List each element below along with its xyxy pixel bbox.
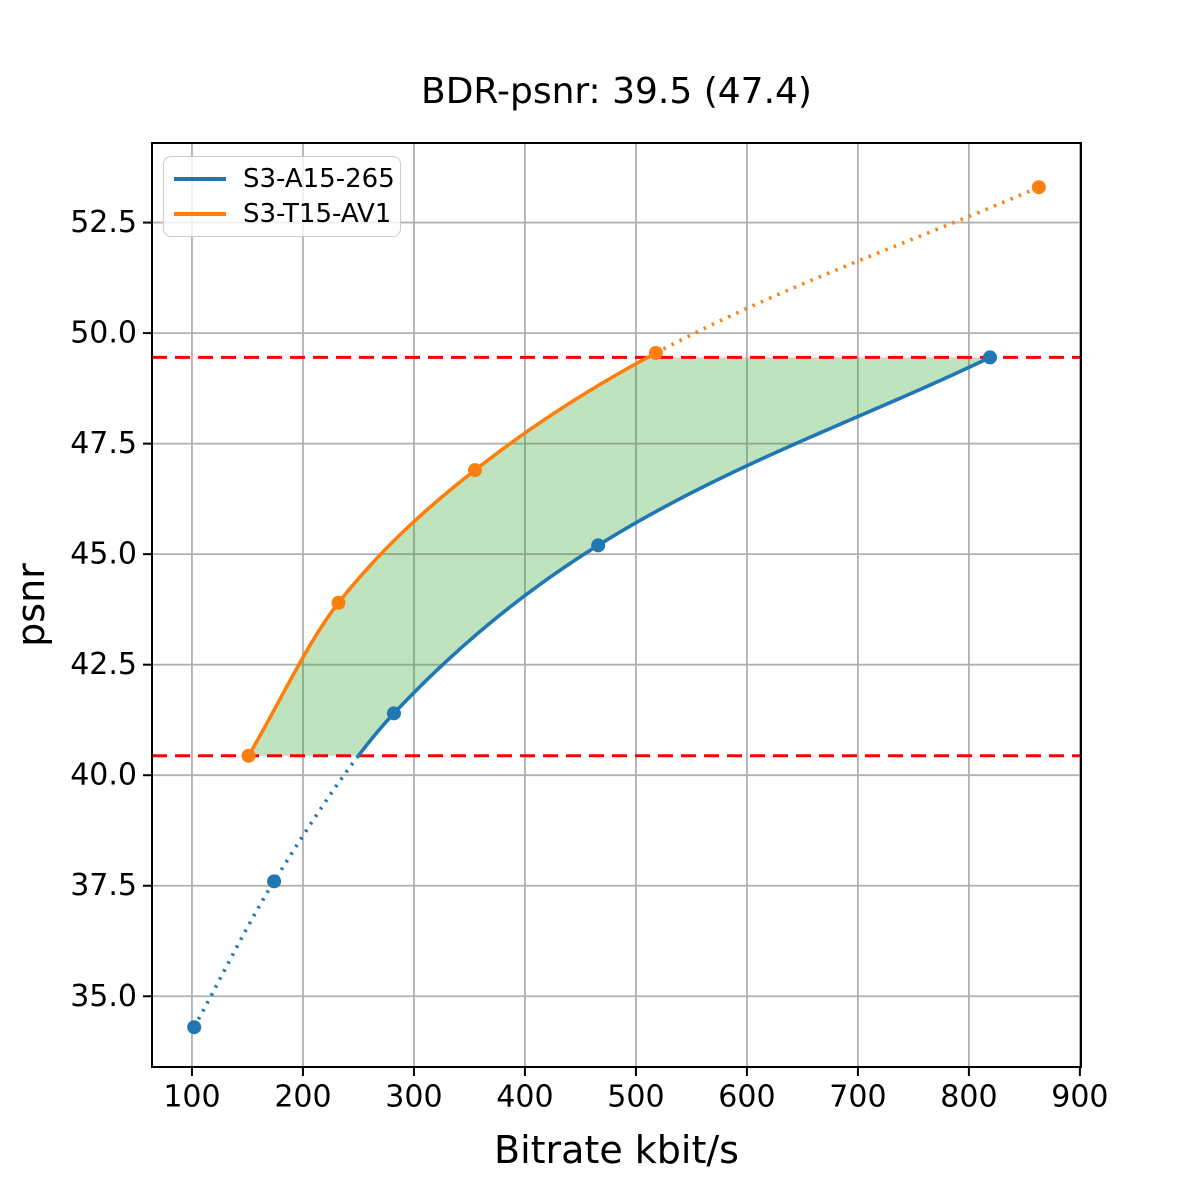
legend-label: S3-A15-265 [243,164,395,195]
data-point-marker [386,706,401,721]
y-tick-label: 35.0 [70,979,137,1014]
data-point-marker [1031,180,1046,195]
x-tick-label: 400 [496,1080,553,1115]
x-tick-label: 500 [607,1080,664,1115]
data-point-marker [982,350,997,365]
legend-line-sample [174,211,226,216]
x-tick-label: 900 [1051,1080,1108,1115]
x-tick-label: 200 [274,1080,331,1115]
y-tick-label: 50.0 [70,316,137,351]
series-curve-solid [247,355,649,757]
y-axis-label: psnr [9,563,53,647]
y-tick-label: 47.5 [70,426,137,461]
data-point-marker [331,595,346,610]
x-axis-label: Bitrate kbit/s [494,1128,739,1172]
y-tick-label: 52.5 [70,205,137,240]
y-tick-label: 42.5 [70,647,137,682]
series-curve-dotted [192,754,360,1029]
legend-label: S3-T15-AV1 [243,198,392,229]
data-point-marker [267,874,282,889]
y-tick-label: 45.0 [70,537,137,572]
legend-line-sample [174,177,226,182]
x-tick-label: 300 [385,1080,442,1115]
x-tick-label: 700 [829,1080,886,1115]
data-point-marker [241,748,256,763]
shaded-overlap-region [248,357,990,756]
data-point-marker [648,346,663,360]
y-tick-label: 37.5 [70,868,137,903]
chart-title: BDR-psnr: 39.5 (47.4) [421,71,812,112]
series-curve-solid [356,355,991,757]
data-point-marker [187,1020,202,1035]
series-curve-dotted [646,185,1040,360]
legend-item: S3-T15-AV1 [174,197,396,231]
x-tick-label: 600 [718,1080,775,1115]
y-tick-label: 40.0 [70,758,137,793]
legend-item: S3-A15-265 [174,162,396,196]
axes-spines [151,142,1082,1068]
legend: S3-A15-265 S3-T15-AV1 [163,156,401,237]
data-point-marker [591,538,606,553]
x-tick-label: 100 [163,1080,220,1115]
x-tick-label: 800 [940,1080,997,1115]
data-point-marker [467,463,482,478]
